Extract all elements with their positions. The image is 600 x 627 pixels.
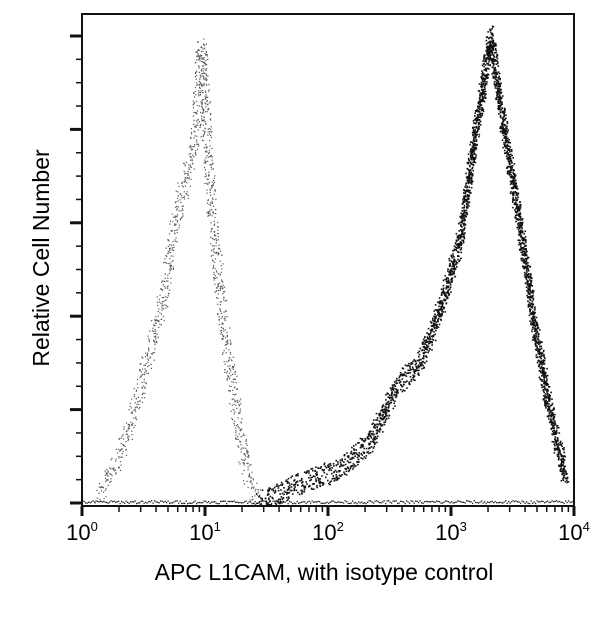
series-layer xyxy=(82,25,574,506)
x-tick-label-0: 100 xyxy=(66,519,98,545)
x-tick-label-4: 104 xyxy=(558,519,590,545)
l1cam-series xyxy=(255,25,570,506)
y-axis-ticks xyxy=(70,34,82,505)
isotype-control-series xyxy=(94,38,261,506)
x-tick-labels: 100 101 102 103 104 xyxy=(66,519,590,545)
x-tick-label-3: 103 xyxy=(435,519,467,545)
y-axis-title: Relative Cell Number xyxy=(28,149,54,367)
x-axis-ticks xyxy=(80,506,576,516)
x-tick-label-1: 101 xyxy=(189,519,221,545)
x-tick-label-2: 102 xyxy=(312,519,344,545)
baseline-noise xyxy=(82,500,574,505)
x-axis-title: APC L1CAM, with isotype control xyxy=(155,559,494,585)
